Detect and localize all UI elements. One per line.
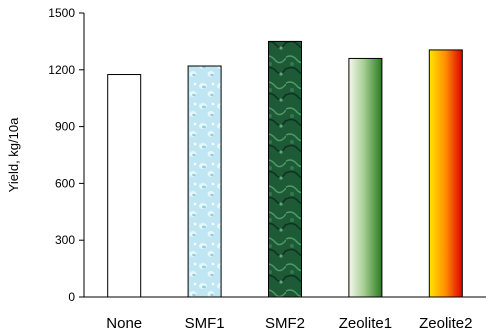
bar-zeolite1 bbox=[348, 57, 383, 298]
bar-zeolite2 bbox=[428, 49, 463, 298]
y-tick-label: 1500 bbox=[48, 6, 75, 20]
y-tick-label: 900 bbox=[55, 120, 75, 134]
y-tick-label: 1200 bbox=[48, 63, 75, 77]
x-category-label: SMF2 bbox=[265, 315, 305, 332]
bars bbox=[107, 40, 463, 298]
y-tick-label: 600 bbox=[55, 176, 75, 190]
y-axis-title: Yield, kg/10a bbox=[6, 117, 21, 192]
x-category-label: Zeolite2 bbox=[419, 315, 472, 332]
bar-smf1 bbox=[187, 65, 222, 298]
y-axis-ticks: 0 300 600 900 1200 1500 bbox=[48, 6, 84, 304]
x-category-label: SMF1 bbox=[185, 315, 225, 332]
bar-none bbox=[107, 74, 142, 298]
y-tick-label: 0 bbox=[68, 290, 75, 304]
bar-smf2 bbox=[268, 40, 302, 298]
x-category-label: None bbox=[106, 315, 142, 332]
x-axis-labels: None SMF1 SMF2 Zeolite1 Zeolite2 bbox=[106, 315, 472, 332]
x-category-label: Zeolite1 bbox=[339, 315, 392, 332]
y-tick-label: 300 bbox=[55, 233, 75, 247]
